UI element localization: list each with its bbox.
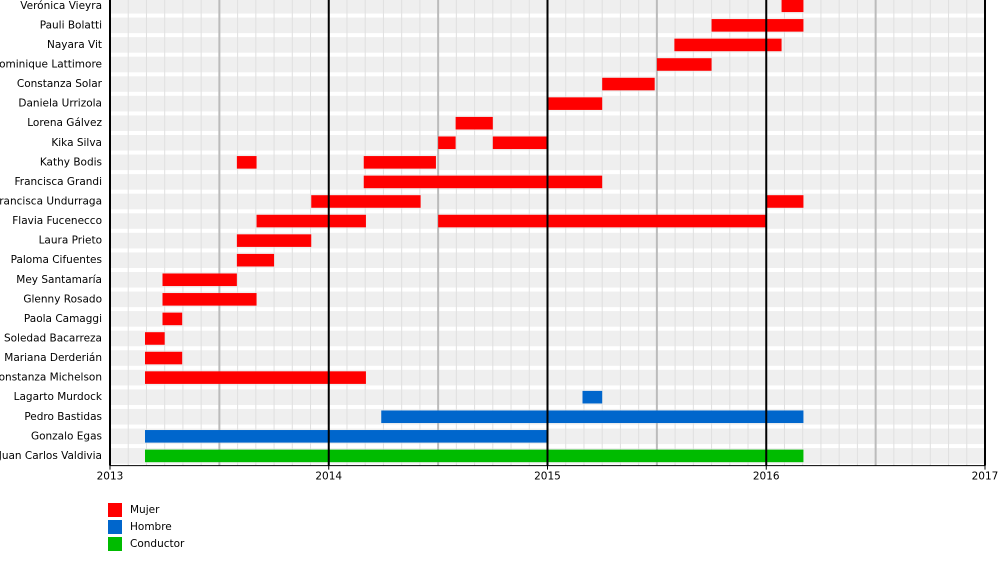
x-tick-label: 2014 [315,471,342,483]
bar [236,234,312,247]
bar [492,136,548,150]
row-label: Verónica Vieyra [20,0,102,12]
bar [363,156,436,169]
bar [236,156,257,169]
row-label: Paloma Cifuentes [11,254,102,266]
x-tick-label: 2013 [97,471,124,483]
legend-label: Conductor [130,538,185,550]
row-label: Nayara Vit [47,39,102,51]
row-label: Kika Silva [51,137,102,149]
bar [674,38,782,52]
bar [582,390,603,404]
row-label: Soledad Bacarreza [4,332,102,344]
legend-swatch [108,520,122,534]
x-tick-label: 2016 [753,471,780,483]
row-label: Kathy Bodis [40,156,102,168]
row-label: Mey Santamaría [16,274,102,286]
bar [363,175,603,189]
legend-swatch [108,537,122,551]
bar [781,0,804,13]
bar [145,351,183,365]
legend-label: Mujer [130,504,160,516]
row-label: Constanza Michelson [0,372,102,384]
row-label: Pauli Bolatti [40,19,102,31]
bar [145,371,366,384]
row-label: Paola Camaggi [24,313,102,325]
bar [438,136,456,150]
row-label: Juan Carlos Valdivia [0,450,102,462]
row-label: Constanza Solar [17,78,103,90]
row-label: Dominique Lattimore [0,58,102,70]
x-tick-label: 2015 [534,471,561,483]
bar [766,195,804,208]
row-label: Laura Prieto [39,235,102,247]
bar [438,214,767,228]
row-label: Lagarto Murdock [14,391,103,403]
x-tick-label: 2017 [972,471,999,483]
bar [256,214,366,228]
row-label: Gonzalo Egas [31,430,102,442]
row-label: Mariana Derderián [4,352,102,364]
bar [236,253,275,267]
row-label: Francisca Undurraga [0,195,102,207]
bar [547,97,603,110]
row-label: Glenny Rosado [23,293,102,305]
bar [711,19,804,32]
legend-swatch [108,503,122,517]
row-label: Flavia Fucenecco [12,215,102,227]
bar [162,312,183,326]
bar [162,273,237,287]
bar [602,77,655,91]
bar [145,430,548,443]
row-label: Daniela Urrizola [18,98,102,110]
row-label: Lorena Gálvez [27,117,102,129]
row-label: Francisca Grandi [14,176,102,188]
legend-label: Hombre [130,521,172,533]
bar [381,410,804,424]
bar [162,293,257,306]
bar [145,449,804,463]
bar [311,195,421,208]
bar [656,58,712,71]
row-label: Pedro Bastidas [24,411,102,423]
bar [145,332,165,345]
bar [455,116,493,130]
